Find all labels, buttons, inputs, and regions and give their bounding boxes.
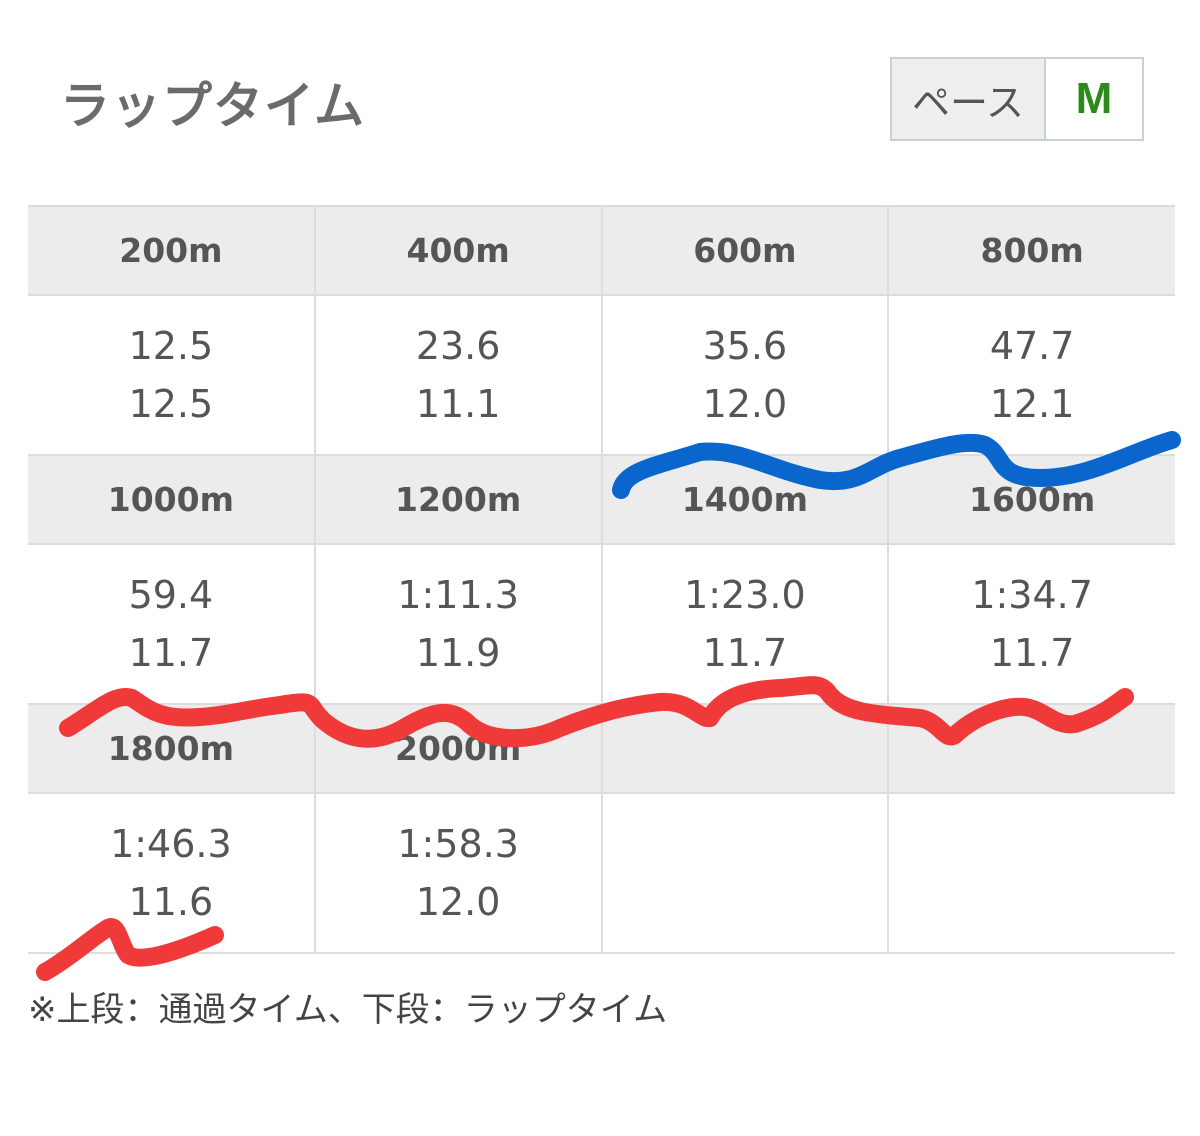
pace-indicator: ペース M [890,57,1144,141]
distance-header: 1000m [28,454,316,545]
empty-header-cell [887,703,1175,794]
empty-header-cell [600,703,890,794]
section-title: ラップタイム [60,77,365,135]
passing-time: 23.6 [415,324,501,368]
table-row: 12.5 12.5 23.6 11.1 35.6 12.0 47.7 12.1 [28,294,1175,456]
lap-time: 12.1 [989,382,1075,426]
lap-time: 12.0 [702,382,788,426]
distance-header: 800m [887,205,1175,296]
table-footnote: ※上段：通過タイム、下段：ラップタイム [28,990,668,1030]
lap-cell: 1:23.0 11.7 [600,543,890,705]
lap-cell: 35.6 12.0 [600,294,890,456]
passing-time: 1:58.3 [397,822,519,866]
pace-label: ペース [892,59,1046,139]
lap-cell: 1:58.3 12.0 [313,792,603,954]
passing-time: 12.5 [128,324,214,368]
lap-cell: 1:46.3 11.6 [28,792,316,954]
lap-time: 11.9 [415,631,501,675]
lap-time: 11.7 [989,631,1075,675]
lap-cell: 1:11.3 11.9 [313,543,603,705]
distance-header: 600m [600,205,890,296]
empty-cell [600,792,890,954]
lap-time: 11.6 [128,880,214,924]
lap-time: 11.1 [415,382,501,426]
distance-header: 200m [28,205,316,296]
distance-header: 2000m [313,703,603,794]
table-header-row: 1000m 1200m 1400m 1600m [28,454,1175,545]
pace-value: M [1075,74,1113,123]
passing-time: 1:46.3 [110,822,232,866]
lap-cell: 59.4 11.7 [28,543,316,705]
lap-cell: 1:34.7 11.7 [887,543,1175,705]
lap-cell: 12.5 12.5 [28,294,316,456]
table-header-row: 200m 400m 600m 800m [28,205,1175,296]
lap-time: 12.5 [128,382,214,426]
passing-time: 1:23.0 [684,573,806,617]
distance-header: 1400m [600,454,890,545]
passing-time: 35.6 [702,324,788,368]
table-header-row: 1800m 2000m [28,703,1175,794]
passing-time: 59.4 [128,573,214,617]
lap-cell: 23.6 11.1 [313,294,603,456]
distance-header: 400m [313,205,603,296]
distance-header: 1200m [313,454,603,545]
lap-time-table: 200m 400m 600m 800m 12.5 12.5 23.6 11.1 … [28,205,1175,954]
table-row: 1:46.3 11.6 1:58.3 12.0 [28,792,1175,954]
passing-time: 1:11.3 [397,573,519,617]
distance-header: 1800m [28,703,316,794]
lap-cell: 47.7 12.1 [887,294,1175,456]
table-row: 59.4 11.7 1:11.3 11.9 1:23.0 11.7 1:34.7… [28,543,1175,705]
distance-header: 1600m [887,454,1175,545]
empty-cell [887,792,1175,954]
lap-time: 11.7 [702,631,788,675]
lap-time: 11.7 [128,631,214,675]
passing-time: 1:34.7 [971,573,1093,617]
passing-time: 47.7 [989,324,1075,368]
lap-time: 12.0 [415,880,501,924]
